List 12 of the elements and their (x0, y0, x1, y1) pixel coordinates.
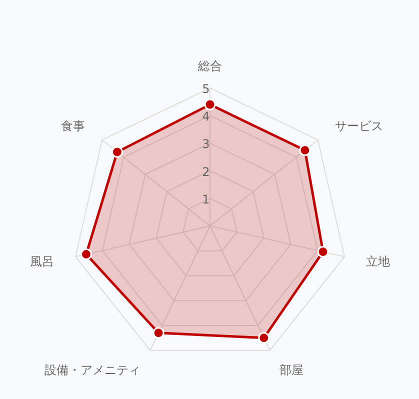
spoke-label: 部屋 (279, 363, 304, 378)
spoke-label: サービス (335, 119, 384, 134)
spoke-label: 立地 (366, 254, 390, 269)
spoke-label: 食事 (60, 119, 85, 134)
spoke-label: 設備・アメニティ (44, 363, 141, 378)
y-tick-label: 1 (202, 192, 210, 206)
y-tick-label: 3 (202, 137, 210, 152)
y-tick-label: 4 (202, 110, 210, 124)
y-tick-label: 5 (202, 82, 210, 96)
spoke-label: 風呂 (30, 254, 54, 269)
y-tick-label: 2 (202, 164, 210, 179)
spoke-label: 総合 (197, 59, 222, 73)
